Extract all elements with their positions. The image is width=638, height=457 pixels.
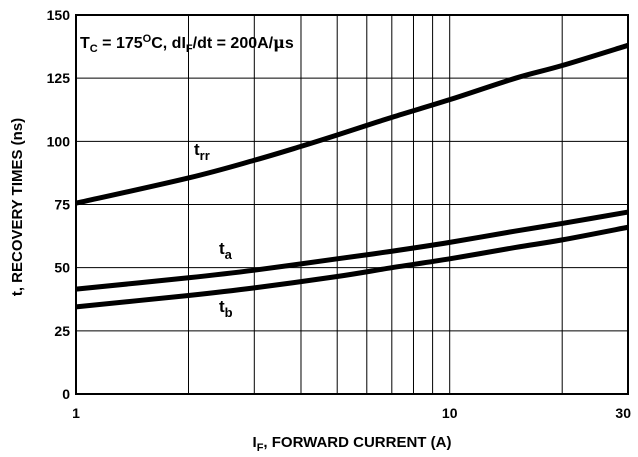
x-axis-title: IF, FORWARD CURRENT (A) — [253, 434, 452, 454]
series-line-tb — [75, 224, 629, 310]
y-tick-label: 50 — [54, 260, 70, 276]
series-line-ta — [75, 209, 629, 292]
y-tick-label: 0 — [62, 386, 70, 402]
y-tick-label: 125 — [47, 70, 71, 86]
series-lines — [75, 42, 629, 310]
series-label-tb: tb — [219, 297, 233, 320]
x-tick-label: 10 — [442, 405, 458, 421]
series-label-ta: ta — [219, 239, 233, 262]
series-label-trr: trr — [194, 140, 210, 163]
x-tick-label: 30 — [615, 405, 631, 421]
y-tick-label: 75 — [54, 197, 70, 213]
y-tick-label: 25 — [54, 323, 70, 339]
series-line-trr — [75, 42, 629, 206]
condition-annotation: TC = 175OC, dIF/dt = 200A/μs — [80, 33, 294, 55]
x-tick-label: 1 — [72, 405, 80, 421]
tick-labels: 0 25 50 75 100 125 150 1 10 30 — [47, 7, 632, 421]
plot-border — [75, 14, 629, 395]
y-tick-label: 150 — [47, 7, 71, 23]
y-axis-title: t, RECOVERY TIMES (ns) — [9, 118, 26, 296]
y-tick-label: 100 — [47, 133, 71, 149]
grid-lines — [76, 15, 628, 394]
